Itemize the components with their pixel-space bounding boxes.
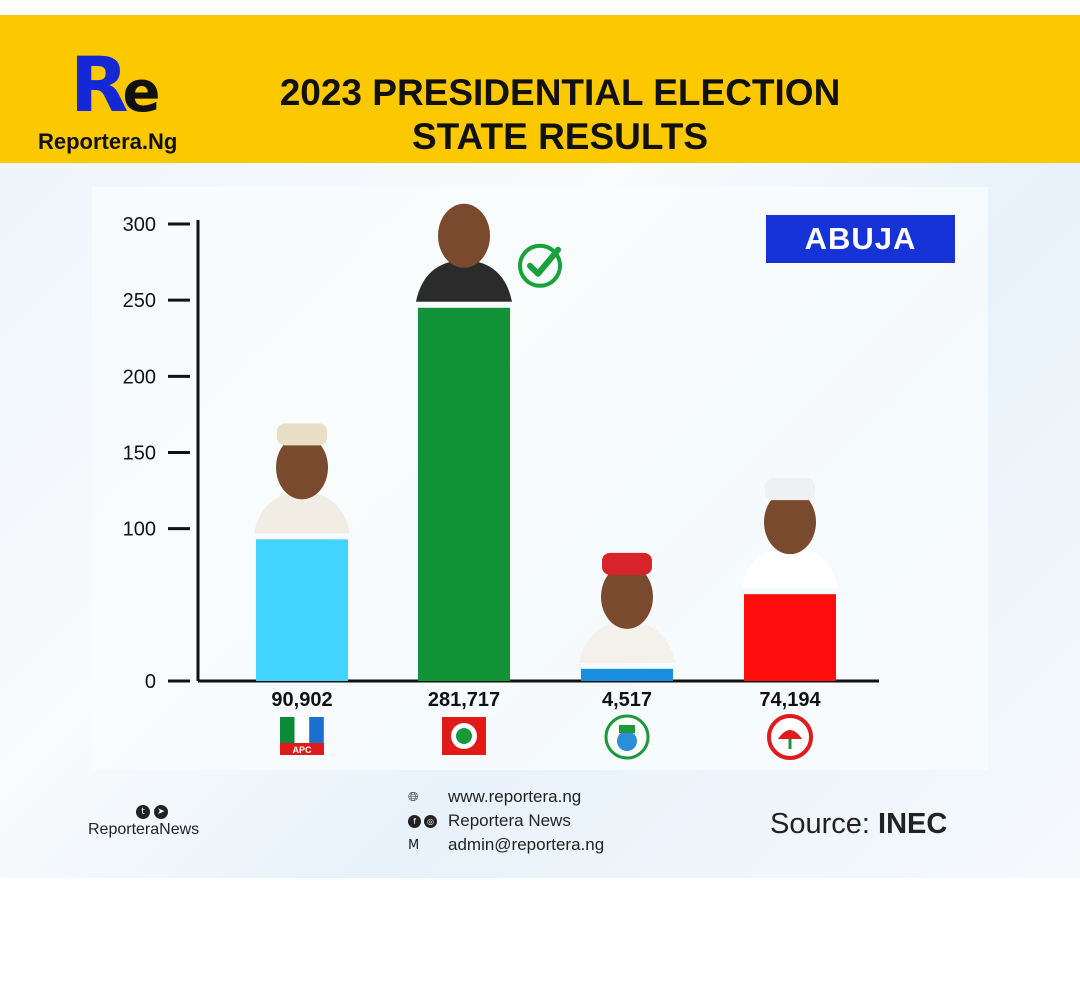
reportera-logo: Re Reportera.Ng bbox=[38, 45, 208, 160]
y-tick-label: 250 bbox=[123, 290, 156, 312]
source-label: Source: bbox=[770, 808, 870, 840]
party-logo-nnpp bbox=[604, 714, 650, 760]
social-handle-block: t ➤ ReporteraNews bbox=[88, 805, 228, 839]
contact-list: 🌐︎ www.reportera.ng f ◎ Reportera News M … bbox=[408, 785, 604, 857]
value-label-pdp: 74,194 bbox=[759, 689, 821, 711]
value-label-nnpp: 4,517 bbox=[602, 689, 652, 711]
title-line-2: STATE RESULTS bbox=[412, 116, 708, 157]
title-line-1: 2023 PRESIDENTIAL ELECTION bbox=[279, 72, 841, 113]
source-value: INEC bbox=[878, 808, 948, 840]
candidate-portrait-apc bbox=[254, 423, 350, 534]
apc-logo-text: APC bbox=[292, 745, 312, 755]
top-strip bbox=[0, 0, 1080, 15]
region-badge: ABUJA bbox=[766, 215, 955, 263]
bar-apc bbox=[256, 539, 348, 681]
mail-icon: M bbox=[408, 837, 420, 853]
bar-pdp bbox=[744, 594, 836, 681]
social-name[interactable]: Reportera News bbox=[448, 811, 571, 830]
header-banner: Re Reportera.Ng 2023 PRESIDENTIAL ELECTI… bbox=[0, 15, 1080, 163]
bar-lp bbox=[418, 307, 510, 681]
facebook-instagram-icon: f ◎ bbox=[408, 814, 448, 828]
y-tick-label: 0 bbox=[145, 671, 156, 693]
social-icons: t ➤ bbox=[136, 805, 228, 819]
telegram-icon[interactable]: ➤ bbox=[154, 805, 168, 819]
bar-nnpp bbox=[581, 668, 673, 681]
page-title: 2023 PRESIDENTIAL ELECTION STATE RESULTS bbox=[200, 71, 920, 159]
twitter-icon[interactable]: t bbox=[136, 805, 150, 819]
candidate-portrait-pdp bbox=[742, 478, 838, 589]
bar-chart: 0 100 150 200 250 300 90,902 APC 281,717 4,517 74,… bbox=[123, 203, 879, 760]
party-logo-lp bbox=[442, 717, 486, 755]
contact-website: 🌐︎ www.reportera.ng bbox=[408, 785, 604, 809]
social-handle: ReporteraNews bbox=[88, 821, 200, 838]
winner-check-icon bbox=[518, 243, 562, 288]
value-label-lp: 281,717 bbox=[428, 689, 500, 711]
y-tick-label: 100 bbox=[123, 519, 156, 541]
candidate-portrait-lp bbox=[416, 203, 512, 302]
party-logo-apc: APC bbox=[280, 717, 324, 755]
logo-mark: Re bbox=[70, 40, 161, 129]
source-credit: Source: INEC bbox=[770, 808, 947, 841]
y-tick-label: 300 bbox=[123, 214, 156, 236]
website-link[interactable]: www.reportera.ng bbox=[448, 787, 582, 806]
logo-text: Reportera.Ng bbox=[38, 129, 178, 154]
candidate-portrait-nnpp bbox=[579, 552, 675, 663]
contact-email: M admin@reportera.ng bbox=[408, 833, 604, 857]
y-tick-label: 200 bbox=[123, 366, 156, 388]
party-logo-pdp bbox=[767, 714, 813, 760]
y-tick-label: 150 bbox=[123, 443, 156, 465]
globe-icon: 🌐︎ bbox=[408, 789, 419, 805]
contact-social: f ◎ Reportera News bbox=[408, 809, 604, 833]
email-link[interactable]: admin@reportera.ng bbox=[448, 835, 605, 854]
value-label-apc: 90,902 bbox=[271, 689, 332, 711]
